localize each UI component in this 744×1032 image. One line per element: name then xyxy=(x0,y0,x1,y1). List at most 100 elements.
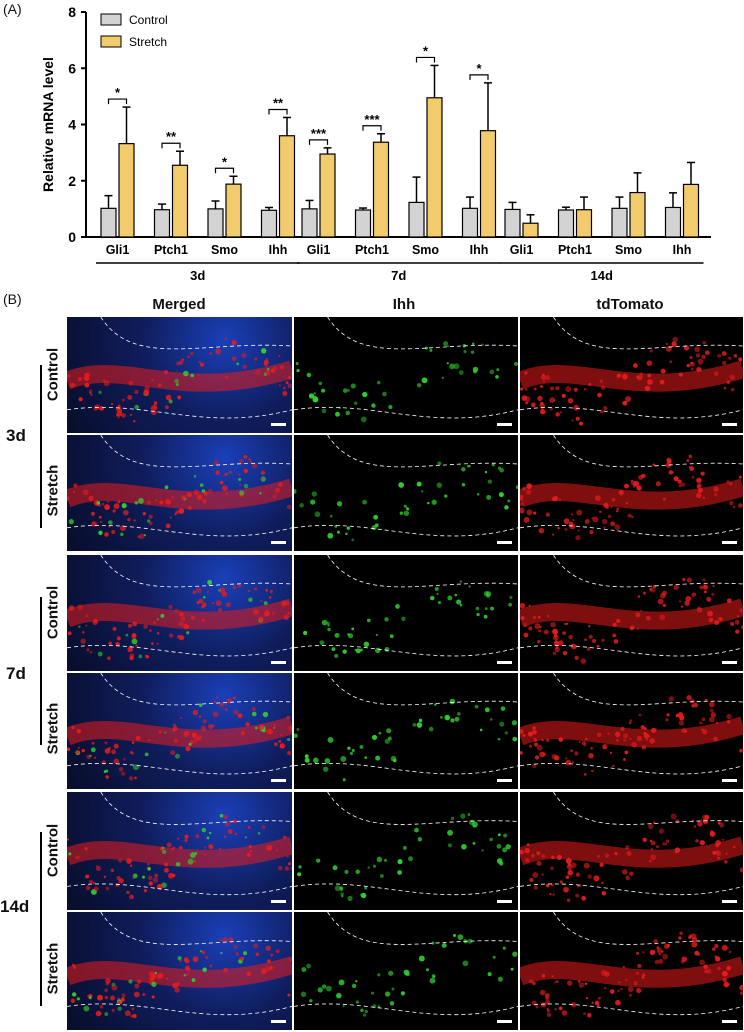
bar-3d-Ptch1-stretch xyxy=(171,164,189,238)
significance-bracket xyxy=(214,167,235,174)
significance-bracket xyxy=(268,108,288,115)
significance-bracket xyxy=(362,125,382,131)
significance-bracket xyxy=(415,56,436,63)
significance-label: * xyxy=(222,154,228,169)
x-category-label: Ihh xyxy=(673,243,692,257)
significance-label: * xyxy=(115,85,121,100)
scale-bar xyxy=(271,541,286,544)
bar-3d-Ptch1-control xyxy=(153,209,171,238)
y-tick-label: 8 xyxy=(68,4,76,20)
micrograph-7d-control-ihh xyxy=(294,555,518,671)
legend-label-stretch: Stretch xyxy=(129,35,167,49)
scale-bar xyxy=(722,423,737,426)
bar-7d-Ihh-stretch xyxy=(479,130,497,238)
row-label-14d-control: Control xyxy=(44,823,62,878)
bar-chart: 0 2 4 6 8 Relative mRNA level Control Stretch Gl… xyxy=(40,4,711,283)
micrograph-7d-control-merged xyxy=(67,555,292,671)
timepoint-label-7d: 7d xyxy=(6,664,26,683)
significance-label: ** xyxy=(166,129,177,144)
bar-7d-Smo-control xyxy=(408,201,425,238)
bar-3d-Ihh-control xyxy=(260,209,278,238)
x-category-label: Ihh xyxy=(470,243,489,257)
bar-3d-Smo-stretch xyxy=(225,183,242,238)
column-header-ihh: Ihh xyxy=(392,296,416,313)
timepoint-label-3d: 3d xyxy=(6,426,26,445)
scale-bar xyxy=(271,661,286,664)
scale-bar xyxy=(497,900,512,903)
significance-label: * xyxy=(423,43,429,58)
significance-label: *** xyxy=(364,112,380,127)
row-label-7d-stretch: Stretch xyxy=(44,702,62,755)
bar-7d-Ptch1-control xyxy=(354,209,372,238)
micrograph-3d-stretch-tdtomato xyxy=(520,435,743,551)
legend-swatch-stretch xyxy=(100,35,122,48)
scale-bar xyxy=(497,661,512,664)
scale-bar xyxy=(497,779,512,782)
significance-bracket xyxy=(107,98,128,105)
column-header-tdtomato: tdTomato xyxy=(596,296,664,313)
timepoint-label-14d: 14d xyxy=(0,897,30,916)
column-header-merged: Merged xyxy=(152,296,206,313)
bar-3d-Gli1-stretch xyxy=(118,143,135,238)
micrograph-14d-control-merged xyxy=(67,792,292,910)
significance-label: ** xyxy=(273,95,284,110)
x-category-label: Smo xyxy=(615,243,642,257)
significance-bracket xyxy=(469,74,489,80)
group-label-14d: 14d xyxy=(591,268,613,283)
scale-bar xyxy=(271,423,286,426)
row-label-7d-control: Control xyxy=(44,585,62,640)
scale-bar xyxy=(722,661,737,664)
bar-7d-Gli1-stretch xyxy=(319,153,336,238)
bar-3d-Smo-control xyxy=(207,208,224,238)
significance-bracket xyxy=(308,139,329,145)
scale-bar xyxy=(722,900,737,903)
bar-14d-Gli1-control xyxy=(504,208,521,238)
legend-swatch-control xyxy=(100,13,122,26)
y-tick-label: 2 xyxy=(68,173,76,189)
micrograph-14d-stretch-merged xyxy=(67,912,292,1030)
micrograph-3d-control-ihh xyxy=(294,317,518,433)
y-axis-title: Relative mRNA level xyxy=(40,57,56,192)
x-category-label: Gli1 xyxy=(106,243,130,257)
bar-14d-Gli1-stretch xyxy=(522,222,539,238)
bar-14d-Ihh-stretch xyxy=(682,183,700,238)
y-tick-label: 6 xyxy=(68,60,76,76)
micrograph-14d-stretch-tdtomato xyxy=(520,912,743,1030)
micrograph-3d-stretch-ihh xyxy=(294,435,518,551)
significance-label: * xyxy=(476,61,482,76)
bar-7d-Smo-stretch xyxy=(426,97,443,238)
scale-bar xyxy=(722,779,737,782)
group-bar-7d xyxy=(40,597,42,745)
scale-bar xyxy=(271,900,286,903)
scale-bar xyxy=(497,541,512,544)
scale-bar xyxy=(497,1020,512,1023)
micrograph-7d-stretch-ihh xyxy=(294,673,518,789)
micrograph-7d-stretch-tdtomato xyxy=(520,673,743,789)
micrograph-3d-stretch-merged xyxy=(67,435,292,551)
legend-label-control: Control xyxy=(129,13,168,27)
x-category-label: Smo xyxy=(412,243,439,257)
micrograph-14d-control-tdtomato xyxy=(520,792,743,910)
y-tick-label: 4 xyxy=(68,117,76,133)
group-label-7d: 7d xyxy=(391,268,406,283)
x-category-label: Ptch1 xyxy=(558,243,592,257)
bar-14d-Ptch1-control xyxy=(557,209,575,238)
micrograph-7d-control-tdtomato xyxy=(520,555,743,671)
micrograph-14d-control-ihh xyxy=(294,792,518,910)
bar-14d-Ihh-control xyxy=(664,206,682,238)
row-label-14d-stretch: Stretch xyxy=(44,942,62,995)
group-bar-3d xyxy=(40,365,42,528)
row-label-3d-control: Control xyxy=(44,347,62,402)
y-tick-label: 0 xyxy=(68,229,76,245)
group-bar-14d xyxy=(40,832,42,1006)
bar-7d-Ihh-control xyxy=(461,207,479,238)
bar-7d-Gli1-control xyxy=(301,208,318,238)
scale-bar xyxy=(271,779,286,782)
x-category-label: Ihh xyxy=(269,243,288,257)
micrograph-3d-control-tdtomato xyxy=(520,317,743,433)
bar-3d-Ihh-stretch xyxy=(278,135,296,238)
scale-bar xyxy=(497,423,512,426)
panel-b-label: (B) xyxy=(3,291,22,307)
micrograph-7d-stretch-merged xyxy=(67,673,292,789)
x-category-label: Gli1 xyxy=(510,243,534,257)
